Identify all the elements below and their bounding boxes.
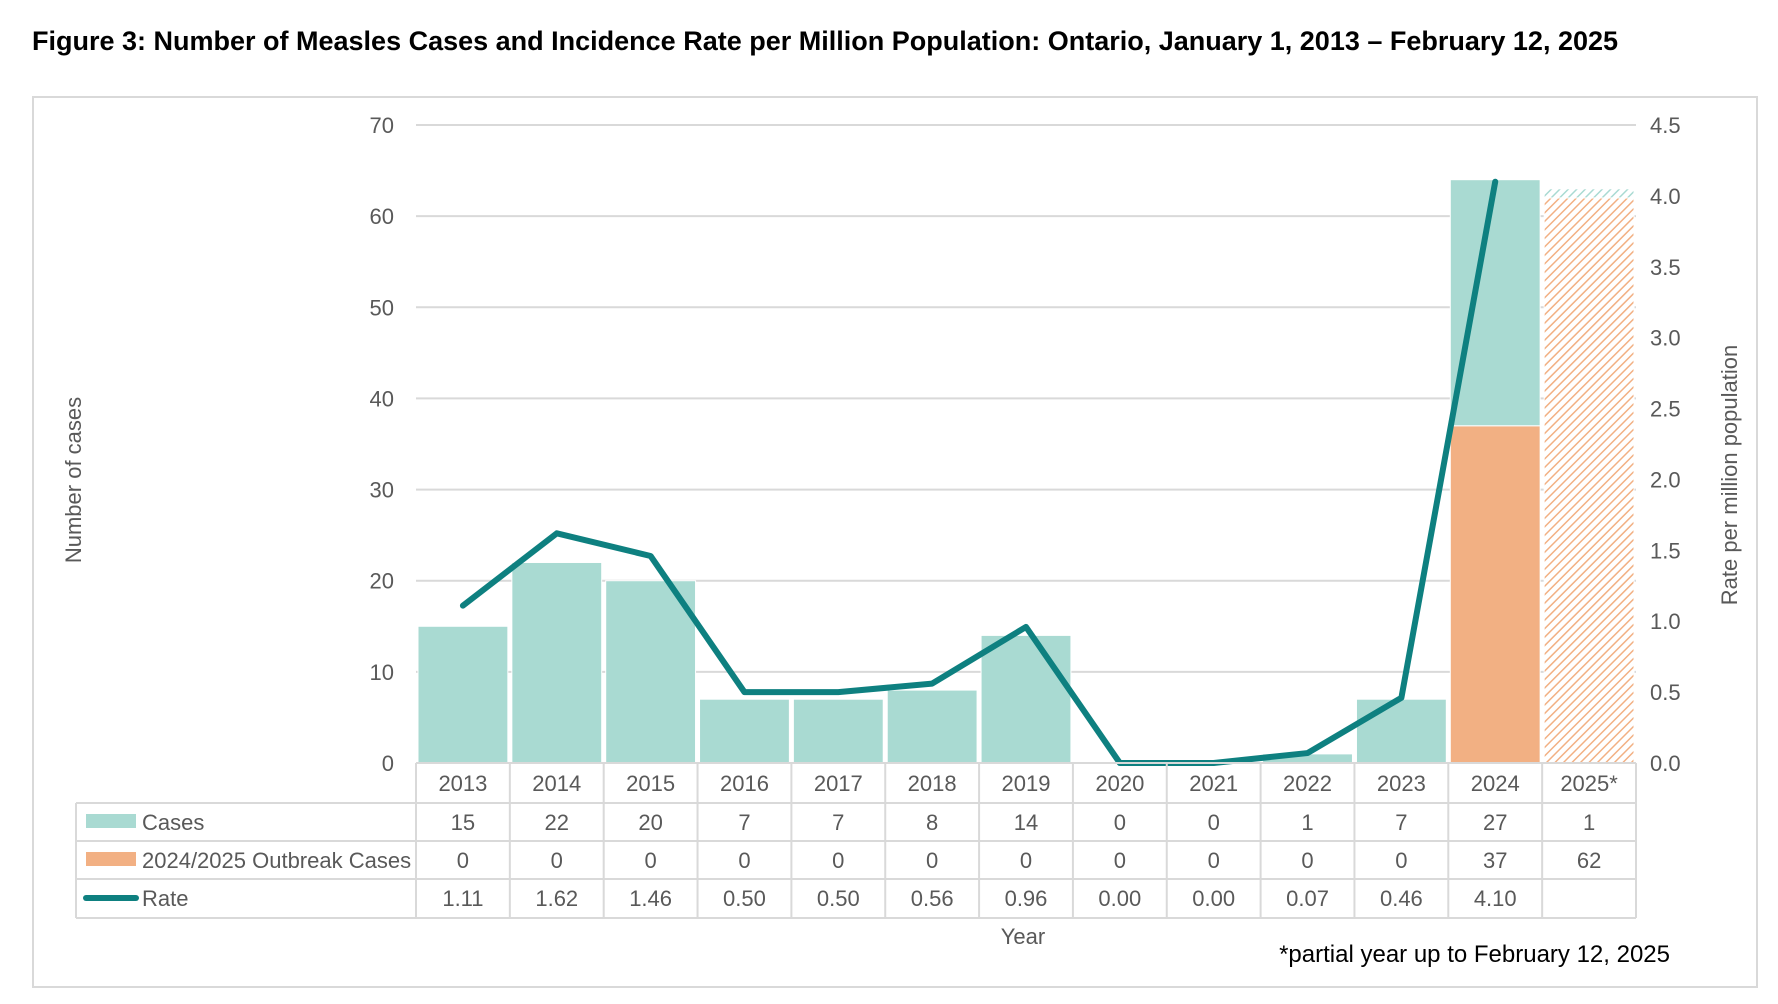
table-cell-2024-2025-outbreak-cases: 0 [926,848,938,873]
bar-cases-2017 [792,698,884,764]
bar-outbreak-2025* [1543,197,1635,764]
table-cell-cases: 27 [1483,810,1507,835]
y2-tick-label: 4.5 [1650,113,1681,138]
category-label-2014: 2014 [532,771,581,796]
table-cell-rate: 0.00 [1192,886,1235,911]
table-cell-2024-2025-outbreak-cases: 37 [1483,848,1507,873]
table-cell-cases: 7 [832,810,844,835]
table-cell-rate: 0.00 [1098,886,1141,911]
y2-axis-label: Rate per million population [1717,345,1742,606]
rate-line-layer [459,178,1499,766]
bar-cases-2014 [511,561,603,764]
table-cell-rate: 0.96 [1005,886,1048,911]
y2-tick-label: 3.0 [1650,326,1681,351]
table-cell-cases: 1 [1301,810,1313,835]
table-cell-2024-2025-outbreak-cases: 0 [1301,848,1313,873]
bar-cases-2013 [417,625,509,764]
bar-cases-2015 [605,580,697,764]
table-cell-2024-2025-outbreak-cases: 0 [1395,848,1407,873]
figure-title: Figure 3: Number of Measles Cases and In… [32,26,1619,56]
rate-line [459,178,1499,766]
table-cell-cases: 22 [545,810,569,835]
table-cell-cases: 7 [1395,810,1407,835]
category-label-2024: 2024 [1471,771,1520,796]
y2-tick-label: 2.0 [1650,467,1681,492]
category-label-2020: 2020 [1095,771,1144,796]
table-cell-2024-2025-outbreak-cases: 0 [1208,848,1220,873]
table-cell-rate: 1.46 [629,886,672,911]
table-cell-2024-2025-outbreak-cases: 0 [551,848,563,873]
bar-cases-2019 [980,634,1072,764]
y-tick-label: 40 [370,386,394,411]
legend-swatch-cases [86,814,136,828]
footnote: *partial year up to February 12, 2025 [1279,941,1670,968]
table-cell-rate: 0.07 [1286,886,1329,911]
table-cell-cases: 8 [926,810,938,835]
y-axis-label: Number of cases [61,397,86,563]
y2-tick-label: 3.5 [1650,255,1681,280]
y-tick-label: 70 [370,113,394,138]
category-label-2015: 2015 [626,771,675,796]
table-cell-rate: 0.50 [723,886,766,911]
table-cell-cases: 14 [1014,810,1038,835]
bar-cases-2018 [886,689,978,764]
table-cell-rate: 0.46 [1380,886,1423,911]
table-cell-2024-2025-outbreak-cases: 0 [644,848,656,873]
table-cell-rate: 0.56 [911,886,954,911]
bar-outbreak-2024 [1449,425,1541,764]
y2-tick-label: 0.5 [1650,680,1681,705]
category-label-2018: 2018 [908,771,957,796]
bar-cases-2016 [699,698,790,764]
table-cell-cases: 1 [1583,810,1595,835]
x-axis-label: Year [1001,924,1045,949]
table-cell-2024-2025-outbreak-cases: 0 [832,848,844,873]
y2-tick-label: 0.0 [1650,751,1681,776]
y-tick-label: 60 [370,204,394,229]
table-cell-cases: 20 [638,810,662,835]
table-cell-rate: 1.11 [442,886,483,911]
legend-label-rate: Rate [142,886,188,911]
y-tick-label: 0 [382,751,394,776]
bar-cases-2023 [1355,698,1447,764]
table-cell-2024-2025-outbreak-cases: 0 [457,848,469,873]
y2-tick-label: 1.5 [1650,538,1681,563]
category-label-2022: 2022 [1283,771,1332,796]
legend-label-cases: Cases [142,810,204,835]
y2-tick-label: 2.5 [1650,397,1681,422]
bar-cases-2025* [1543,188,1635,199]
y-tick-label: 50 [370,295,394,320]
category-label-2017: 2017 [814,771,863,796]
table-cell-rate: 1.62 [535,886,578,911]
table-cell-2024-2025-outbreak-cases: 0 [1020,848,1032,873]
legend-label-2024-2025-outbreak-cases: 2024/2025 Outbreak Cases [142,848,411,873]
category-label-2019: 2019 [1002,771,1051,796]
bars [417,179,1635,764]
axes: 0 10 20 30 40 50 60 70 0.0 0.5 1.0 1.5 2.0 2.5 3.0 3.5 4… [370,113,1681,776]
category-label-2021: 2021 [1189,771,1238,796]
table-cell-cases: 7 [738,810,750,835]
table-cell-rate: 4.10 [1474,886,1517,911]
y2-tick-label: 4.0 [1650,184,1681,209]
table-cell-2024-2025-outbreak-cases: 62 [1577,848,1601,873]
table-cell-rate: 0.50 [817,886,860,911]
chart-frame [32,96,1758,988]
table-cell-cases: 0 [1114,810,1126,835]
table-cell-2024-2025-outbreak-cases: 0 [1114,848,1126,873]
category-label-2016: 2016 [720,771,769,796]
category-label-2025*: 2025* [1560,771,1618,796]
category-label-2013: 2013 [438,771,487,796]
bar-cases-2024 [1449,179,1541,427]
table-cell-cases: 0 [1208,810,1220,835]
y-tick-label: 10 [370,660,394,685]
legend-swatch-2024-2025-outbreak-cases [86,852,136,866]
data-table: 2013 2014 2015 2016 2017 2018 2019 2020 2021 2022… [75,762,1637,919]
y-tick-label: 20 [370,569,394,594]
table-cell-2024-2025-outbreak-cases: 0 [738,848,750,873]
y2-tick-label: 1.0 [1650,609,1681,634]
y-tick-label: 30 [370,478,394,503]
table-cell-cases: 15 [451,810,475,835]
category-label-2023: 2023 [1377,771,1426,796]
